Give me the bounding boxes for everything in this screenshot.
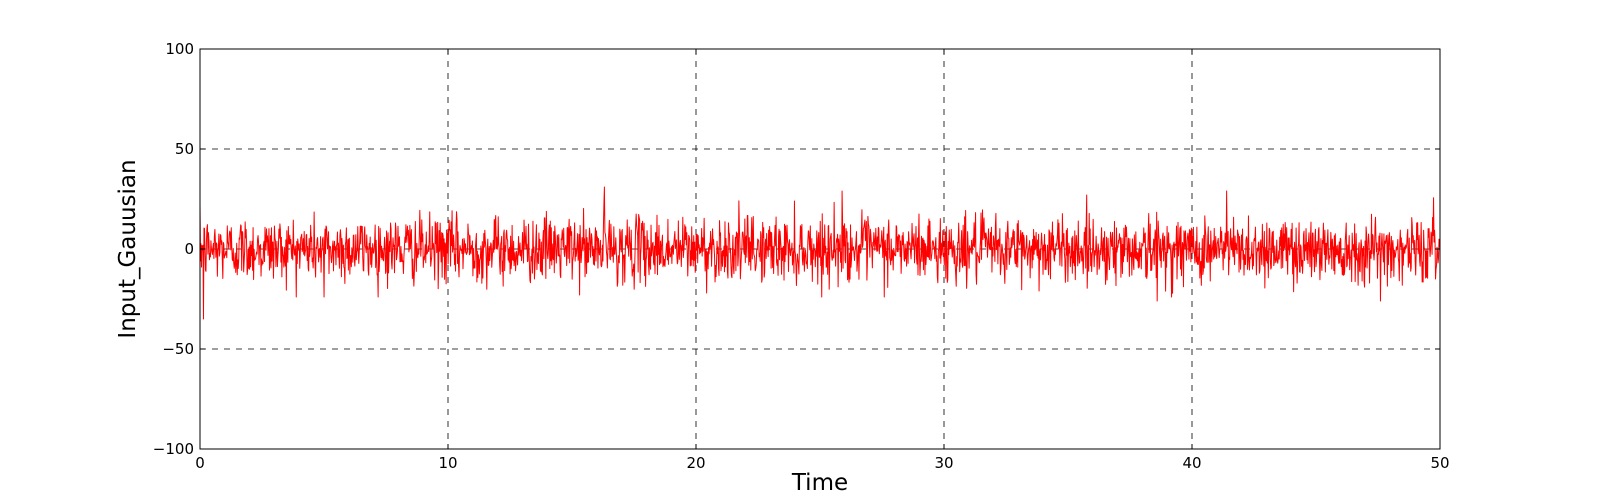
x-tick-label: 40 xyxy=(1182,454,1201,472)
x-tick-label: 10 xyxy=(438,454,457,472)
x-tick-label: 50 xyxy=(1430,454,1449,472)
series-layer xyxy=(200,186,1440,320)
y-tick-label: −50 xyxy=(162,340,194,358)
y-axis-label: Input_Gauusian xyxy=(115,159,141,338)
y-tick-label: 100 xyxy=(165,40,194,58)
y-tick-label: −100 xyxy=(153,440,194,458)
y-tick-label: 0 xyxy=(184,240,194,258)
x-axis-label: Time xyxy=(791,470,848,496)
axis-ticks: 0 10 20 30 40 50 −100 −50 0 50 100 xyxy=(153,40,1450,472)
x-tick-label: 20 xyxy=(686,454,705,472)
y-tick-label: 50 xyxy=(175,140,194,158)
x-tick-label: 0 xyxy=(195,454,205,472)
x-tick-label: 30 xyxy=(934,454,953,472)
series-line xyxy=(200,186,1440,320)
